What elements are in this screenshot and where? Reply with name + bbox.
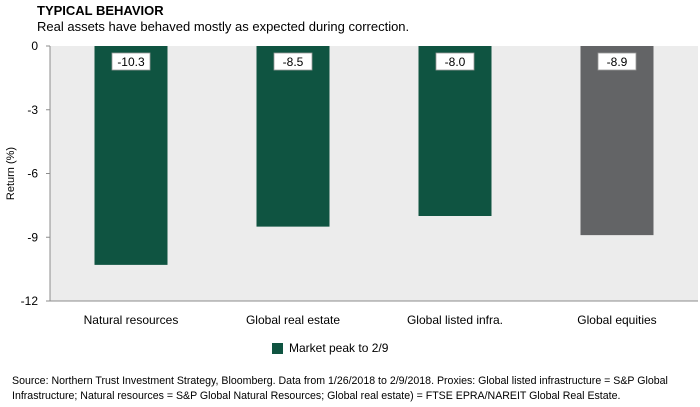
bar: [256, 46, 330, 227]
data-label: -10.3: [117, 55, 145, 69]
y-tick-label: -3: [27, 103, 38, 117]
y-tick-label: -6: [27, 167, 38, 181]
data-label-box: [435, 52, 475, 71]
legend: Market peak to 2/9: [272, 341, 388, 355]
legend-label: Market peak to 2/9: [289, 341, 389, 355]
data-label-box: [111, 52, 151, 71]
bar: [418, 46, 492, 216]
bar: [94, 46, 168, 265]
y-tick-label: 0: [31, 39, 38, 53]
x-tick-label: Global listed infra.: [407, 313, 503, 327]
data-label: -8.0: [445, 55, 466, 69]
x-tick-label: Global real estate: [246, 313, 340, 327]
y-tick-label: -9: [27, 230, 38, 244]
legend-swatch: [272, 342, 283, 354]
data-label-box: [273, 52, 313, 71]
chart-title: TYPICAL BEHAVIOR: [37, 3, 164, 18]
bar-chart: 0 -3 -6 -9 -12 Return (%) -10.3 Natural resourc…: [5, 39, 698, 327]
plot-area: 0 -3 -6 -9 -12 Return (%) -10.3 Natural resourc…: [5, 39, 698, 327]
x-tick-label: Natural resources: [84, 313, 179, 327]
source-note: Source: Northern Trust Investment Strate…: [12, 375, 668, 402]
data-label-box: [597, 52, 637, 71]
y-axis-label: Return (%): [5, 147, 17, 200]
chart-subtitle: Real assets have behaved mostly as expec…: [37, 19, 410, 34]
y-tick-label: -12: [21, 294, 39, 308]
bar: [580, 46, 654, 236]
x-tick-label: Global equities: [577, 313, 656, 327]
data-label: -8.9: [607, 55, 628, 69]
data-label: -8.5: [283, 55, 304, 69]
